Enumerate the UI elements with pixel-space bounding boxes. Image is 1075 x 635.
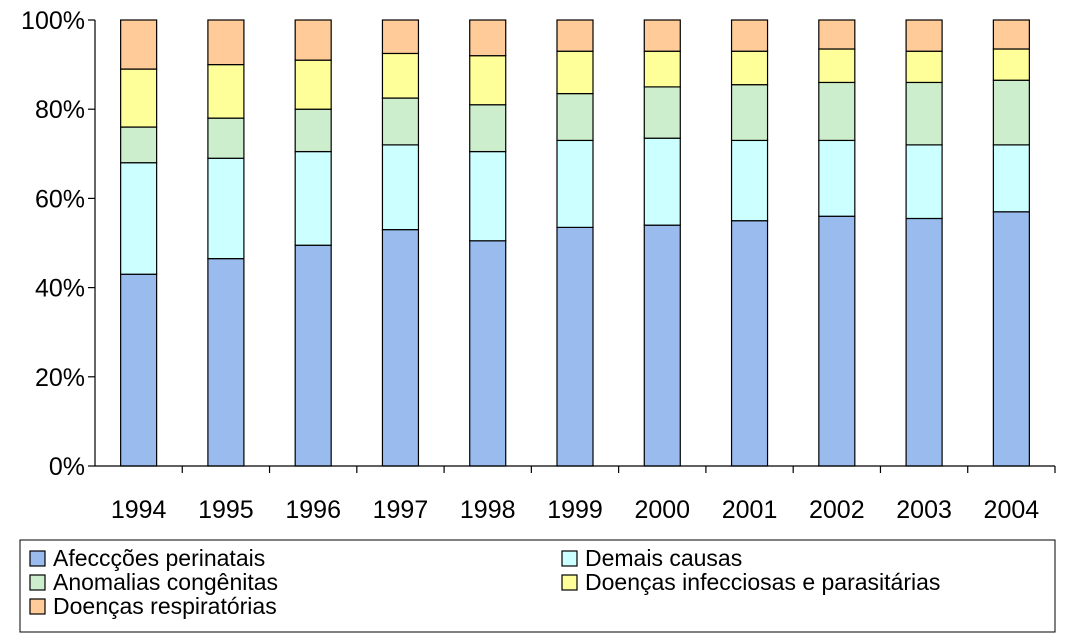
bar-segment-1994-1	[120, 273, 158, 467]
bar-segment-1995-1	[207, 258, 245, 467]
bar-segment-1998-3	[469, 104, 507, 153]
y-tick-label: 40%	[35, 275, 85, 303]
bar-segment-2003-4	[905, 50, 943, 84]
bar-segment-1999-1	[556, 226, 594, 467]
legend-label-1: Afeccções perinatais	[53, 545, 265, 571]
legend-label-5: Doenças respiratórias	[53, 593, 277, 619]
bar-segment-2002-5	[818, 19, 856, 50]
bar-segment-2003-2	[905, 144, 943, 220]
y-tick-label: 100%	[21, 7, 85, 35]
bar-segment-2003-3	[905, 81, 943, 146]
bar-segment-2000-2	[643, 137, 681, 226]
x-tick-label: 1996	[285, 496, 341, 524]
bar-segment-2004-1	[992, 211, 1030, 467]
x-tick-label: 1995	[198, 496, 254, 524]
bar-segment-2002-4	[818, 48, 856, 84]
x-tick-label: 1999	[547, 496, 603, 524]
y-tick-label: 60%	[35, 185, 85, 213]
bar-segment-2000-4	[643, 50, 681, 88]
bar-segment-2004-5	[992, 19, 1030, 50]
x-tick-label: 2002	[809, 496, 865, 524]
y-tick-label: 80%	[35, 96, 85, 124]
bar-segment-1997-4	[381, 52, 420, 99]
legend-swatch-4	[561, 574, 578, 591]
bar-segment-1994-2	[120, 162, 158, 275]
bar-segment-1998-5	[469, 19, 507, 57]
legend-label-4: Doenças infecciosas e parasitárias	[585, 569, 940, 595]
bar-segment-1995-5	[207, 19, 245, 66]
bar-segment-1994-5	[120, 19, 158, 70]
bar-segment-1998-1	[469, 240, 507, 467]
bar-segment-1995-4	[207, 63, 245, 119]
bar-segment-2000-1	[643, 224, 681, 467]
bar-segment-1994-3	[120, 126, 158, 164]
legend-swatch-5	[29, 598, 46, 615]
bar-segment-2003-5	[905, 19, 943, 52]
legend-label-3: Anomalias congênitas	[53, 569, 278, 595]
legend-frame	[19, 539, 1056, 633]
x-tick-label: 2004	[984, 496, 1040, 524]
bar-segment-1997-2	[381, 144, 420, 231]
legend-swatch-2	[561, 550, 578, 567]
bar-segment-1996-3	[294, 108, 332, 153]
bar-segment-2000-3	[643, 86, 681, 139]
bar-segment-1998-4	[469, 55, 507, 106]
bar-segment-1997-1	[381, 229, 420, 467]
bar-segment-2000-5	[643, 19, 681, 52]
x-tick-label: 1998	[460, 496, 516, 524]
bar-segment-2004-4	[992, 48, 1030, 81]
bar-segment-2001-3	[730, 84, 769, 142]
x-tick-label: 2003	[896, 496, 952, 524]
bar-segment-1997-5	[381, 19, 420, 55]
bar-segment-1999-2	[556, 139, 594, 228]
legend: Afeccções perinatais Demais causas Anomali…	[19, 539, 1056, 633]
plot-area: 1994 1995 1996 1997 1998 1999 2000 2001 2002 2003…	[21, 7, 1056, 524]
bar-segment-2004-3	[992, 79, 1030, 146]
bar-segment-2001-1	[730, 220, 769, 467]
legend-swatch-3	[29, 574, 46, 591]
bar-segment-2002-3	[818, 81, 856, 142]
bar-segment-1999-5	[556, 19, 594, 52]
x-tick-label: 2001	[722, 496, 778, 524]
bar-segment-2001-2	[730, 139, 769, 222]
bar-segment-1996-1	[294, 244, 332, 467]
bar-segment-1995-3	[207, 117, 245, 159]
bar-segment-1995-2	[207, 157, 245, 260]
bar-segment-2001-4	[730, 50, 769, 86]
bar-segment-1999-4	[556, 50, 594, 95]
x-tick-label: 1994	[111, 496, 167, 524]
x-tick-label: 1997	[373, 496, 429, 524]
bar-segment-1999-3	[556, 92, 594, 142]
legend-swatch-1	[29, 550, 46, 567]
bar-segment-2004-2	[992, 144, 1030, 213]
bar-segment-1998-2	[469, 150, 507, 242]
bar-segment-1996-4	[294, 59, 332, 110]
bar-segment-2002-2	[818, 139, 856, 217]
bar-segment-2003-1	[905, 217, 943, 467]
y-tick-label: 0%	[49, 453, 85, 481]
bar-segment-2001-5	[730, 19, 769, 52]
bar-segment-2002-1	[818, 215, 856, 467]
bar-segment-1996-5	[294, 19, 332, 61]
x-tick-label: 2000	[634, 496, 690, 524]
bar-segment-1997-3	[381, 97, 420, 146]
bar-segment-1996-2	[294, 150, 332, 246]
y-tick-label: 20%	[35, 364, 85, 392]
legend-label-2: Demais causas	[585, 545, 742, 571]
bar-segment-1994-4	[120, 68, 158, 128]
